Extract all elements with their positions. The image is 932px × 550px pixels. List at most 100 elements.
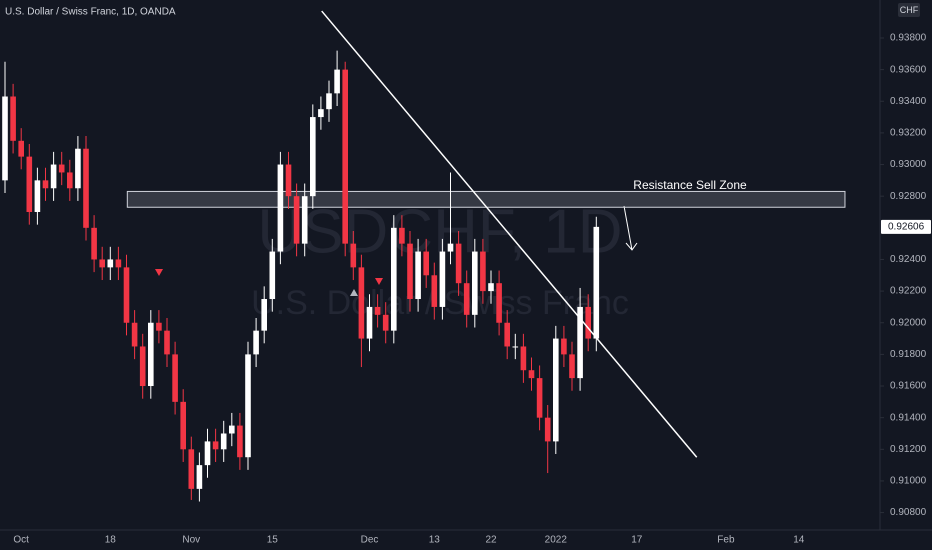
candle-body [139,346,146,387]
y-tick-label: 0.91000 [890,476,927,487]
candle-body [407,243,413,300]
candle-body [431,275,438,307]
candle-body [115,259,122,268]
candle-body [350,243,357,268]
candle-body [439,251,446,307]
y-tick-label: 0.93600 [890,64,927,75]
candle-body [496,283,502,323]
candle-body [374,306,381,315]
x-tick-label: Oct [13,535,29,546]
candle-body [42,180,49,189]
candle-body [358,267,365,339]
candle-body [58,164,65,173]
candle-body [423,251,429,276]
x-tick-label: 17 [631,535,643,546]
candle-body [301,196,308,244]
candle-body [285,164,292,197]
candle-body [415,251,421,300]
candle-body [382,314,389,331]
candle-body [585,306,591,339]
candle-body [488,283,494,292]
candle-body [472,251,478,315]
y-tick-label: 0.91800 [890,349,927,360]
last-price-label: 0.92606 [888,222,925,233]
candle-body [520,346,527,371]
y-tick-label: 0.93000 [890,159,927,170]
candle-body [318,109,324,118]
candle-body [536,378,543,418]
candle-body [253,330,259,355]
y-tick-label: 0.93400 [890,96,927,107]
annotation: Resistance Sell Zone [633,178,747,192]
y-tick-label: 0.92000 [890,317,927,328]
candle-body [212,441,219,450]
candle-body [148,322,154,387]
candle-body [18,140,24,157]
y-tick-label: 0.91200 [890,444,927,455]
candle-body [91,227,97,260]
x-tick-label: Dec [361,535,379,546]
candle-body [164,330,170,355]
candle-body [75,148,81,189]
candle-body [196,465,203,489]
candle-body [34,180,41,212]
x-tick-label: 14 [793,535,805,546]
y-tick-label: 0.92400 [890,254,927,265]
candle-body [447,243,454,252]
candle-body [326,93,332,110]
arrow [623,205,638,251]
candle-body [188,449,195,489]
candle-body [391,227,397,331]
x-tick-label: Feb [717,535,735,546]
y-tick-label: 0.90800 [890,507,927,518]
candle-body [99,259,105,268]
y-tick-label: 0.93200 [890,128,927,139]
candle-body [293,196,300,244]
candle-body [504,322,510,347]
candle-body [512,346,519,348]
signal-down [155,269,163,276]
candle-body [107,259,114,268]
candle-body [204,441,211,466]
x-tick-label: Nov [182,535,200,546]
candle-body [480,251,486,292]
x-tick-label: 15 [267,535,279,546]
candle-body [366,306,373,339]
candle-body [593,226,600,339]
resistance-zone [126,190,846,208]
candle-body [50,164,57,189]
candle-body [172,354,178,402]
y-tick-label: 0.92200 [890,286,927,297]
candle-body [156,322,162,331]
candle-body [26,156,33,212]
candle-body [528,370,535,379]
signal-up [350,289,358,296]
x-tick-label: 18 [105,535,117,546]
x-tick-label: 13 [429,535,441,546]
candle-body [131,322,138,347]
candle-body [83,148,89,228]
last-price-box [881,219,931,234]
signal-down [375,278,383,285]
candle-body [569,354,575,379]
candle-body [277,164,284,252]
y-tick-label: 0.93800 [890,33,927,44]
candle-body [67,172,73,189]
candle-body [334,69,340,94]
candle-body [237,425,243,458]
candle-body [245,354,251,458]
candle-body [399,227,405,244]
y-tick-label: 0.91400 [890,412,927,423]
x-tick-label: 22 [485,535,497,546]
candle-body [123,267,130,323]
candle-body [561,338,567,355]
candle-body [342,69,348,244]
candle-body [455,243,462,284]
candle-body [310,117,316,197]
currency-badge[interactable] [898,3,920,17]
candle-body [577,306,583,379]
x-tick-label: 2022 [545,535,568,546]
candle-body [180,401,186,450]
